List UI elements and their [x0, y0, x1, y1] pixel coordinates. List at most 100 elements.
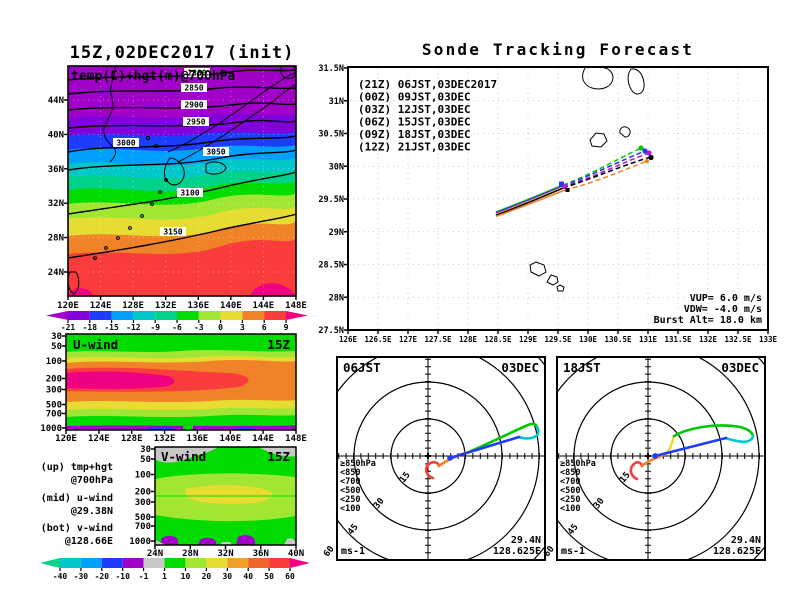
hodo-2-time: 18JST: [563, 360, 601, 375]
sonde-grid: [348, 68, 768, 330]
contour-labels: 2800 2850 2900 2950 3000 3050 3100 3150: [113, 68, 229, 237]
colorbar-segment: [185, 558, 207, 568]
contour-3100: [68, 171, 296, 215]
level-legend-entry: ≥850hPa: [560, 459, 596, 469]
colorbar-segment: [227, 558, 249, 568]
contour-label-box: [183, 117, 209, 126]
hodo-1-station-lat: 29.4N: [511, 535, 541, 546]
uwind-green-notch: [183, 426, 193, 430]
landing-marker-12z: [644, 158, 650, 164]
track-ascent-21z: [495, 187, 564, 216]
level-legend-entry: <100: [340, 504, 360, 514]
contour-label: 2800: [187, 69, 206, 78]
contour-2800: [68, 69, 296, 81]
contour-3150: [68, 213, 296, 259]
sonde-lat-tick: 31.5N: [318, 64, 344, 74]
trace-end-dot: [652, 453, 658, 459]
vwind-pressure-tick: 30: [140, 445, 151, 455]
uwind-lon-tick: 148E: [285, 434, 307, 444]
sonde-lon-tick: 132E: [699, 335, 718, 344]
coast-kyushu: [163, 157, 185, 186]
colorbar-segment: [80, 558, 102, 568]
hodo-1-time: 06JST: [343, 360, 381, 375]
contour-2850: [68, 86, 296, 95]
vwind-lat-tickmarks: [154, 545, 297, 549]
sonde-islands: [529, 67, 645, 292]
hodograph-06jst: 06JST 03DEC ms-1 29.4N 128.625E 15 30 45…: [322, 356, 546, 561]
colorbar-segment: [60, 558, 81, 568]
colorbar-tick: 0: [218, 323, 223, 332]
contour-label: 3150: [163, 228, 182, 237]
hodograph-1-legend: ≥850hPa <850 <700 <500 <250 <100: [340, 459, 376, 514]
landing-marker-21z: [648, 154, 654, 161]
uwind-pressure-tick: 50: [51, 342, 62, 352]
colorbar-tick: -20: [95, 572, 110, 581]
colorbar-arrow-right: [290, 558, 310, 568]
annotation-up-1: (up) tmp+hgt: [41, 462, 113, 473]
uwind-lon-tick: 124E: [88, 434, 110, 444]
colorbar-segment: [198, 311, 221, 320]
uwind-blue-patch: [150, 427, 172, 430]
trace-ge850: [629, 460, 644, 481]
colorbar-tick: 1: [162, 572, 167, 581]
sonde-lon-tick: 130E: [579, 335, 598, 344]
uwind-lon-tick: 144E: [252, 434, 274, 444]
vwind-lat-tick: 36N: [253, 549, 269, 559]
map-lon-tick: 132E: [155, 301, 177, 311]
vwind-gray-topleft: [155, 447, 218, 463]
colorbar-tick: -10: [115, 572, 130, 581]
vwind-pressure-tickmarks: [151, 448, 155, 542]
island-dot: [158, 190, 162, 194]
sonde-lon-tick: 126.5E: [364, 335, 392, 344]
hodo-1-date: 03DEC: [501, 360, 539, 375]
vwind-pressure-tick: 300: [135, 498, 151, 508]
map-lon-tick: 124E: [90, 301, 112, 311]
track-ascent-00z: [495, 185, 564, 215]
track-descent-12z: [564, 160, 648, 191]
sonde-lat-tick: 28.5N: [318, 261, 344, 271]
legend-entry: (12Z) 21JST,03DEC: [358, 141, 471, 154]
uwind-label: U-wind: [73, 337, 118, 352]
uwind-blue-patch: [235, 428, 253, 430]
colorbar-tick: 9: [284, 323, 289, 332]
colorbar-segment: [248, 558, 270, 568]
hodograph-1-rings: [338, 358, 544, 559]
colorbar-segment: [242, 311, 265, 320]
colorbar-segment: [101, 558, 123, 568]
colorbar-tick: 30: [222, 572, 232, 581]
sonde-panel: Sonde Tracking Forecast: [318, 40, 777, 344]
colorbar-segment: [68, 311, 90, 320]
legend-entry: (00Z) 09JST,03DEC: [358, 91, 471, 104]
trace-lt100: [653, 436, 728, 458]
ring-label-60: 60: [322, 544, 337, 559]
sonde-tracks-descent: [562, 147, 652, 191]
uwind-pressure-tickmarks: [62, 335, 66, 429]
legend-entry: (21Z) 06JST,03DEC2017: [358, 78, 497, 91]
map-band-magenta: [250, 283, 296, 296]
coast-korea: [103, 66, 117, 163]
sonde-lon-tick: 131.5E: [664, 335, 692, 344]
colorbar-tick: -21: [61, 323, 76, 332]
map-colorbar: -21 -18 -15 -12 -9 -6 -3 0 3 6 9: [46, 311, 308, 332]
landing-marker-03z: [642, 148, 648, 154]
map-lat-tickmarks: [64, 99, 68, 273]
vwind-panel: V-wind 15Z 30 50 100 200 300 500 700 100…: [129, 445, 304, 559]
uwind-pressure-tick: 100: [46, 357, 62, 367]
map-lat-tick: 36N: [48, 165, 64, 175]
map-lon-tick: 128E: [122, 301, 144, 311]
trace-lt250: [724, 434, 755, 444]
vwind-gray-topright: [258, 447, 296, 457]
level-legend-entry: <500: [560, 486, 580, 496]
colorbar-segment: [206, 558, 228, 568]
legend-entry: (06Z) 15JST,03DEC: [358, 116, 471, 129]
contour-2950: [68, 119, 296, 129]
vwind-lat-tick: 24N: [147, 549, 163, 559]
contour-label-box: [181, 83, 207, 92]
contour-label: 2900: [184, 101, 203, 110]
island-outline: [589, 132, 608, 148]
track-descent-00z: [562, 152, 650, 188]
contour-3000: [68, 135, 296, 153]
sonde-lat-tick: 29N: [329, 228, 344, 238]
sonde-lon-tickmarks: [347, 330, 769, 334]
